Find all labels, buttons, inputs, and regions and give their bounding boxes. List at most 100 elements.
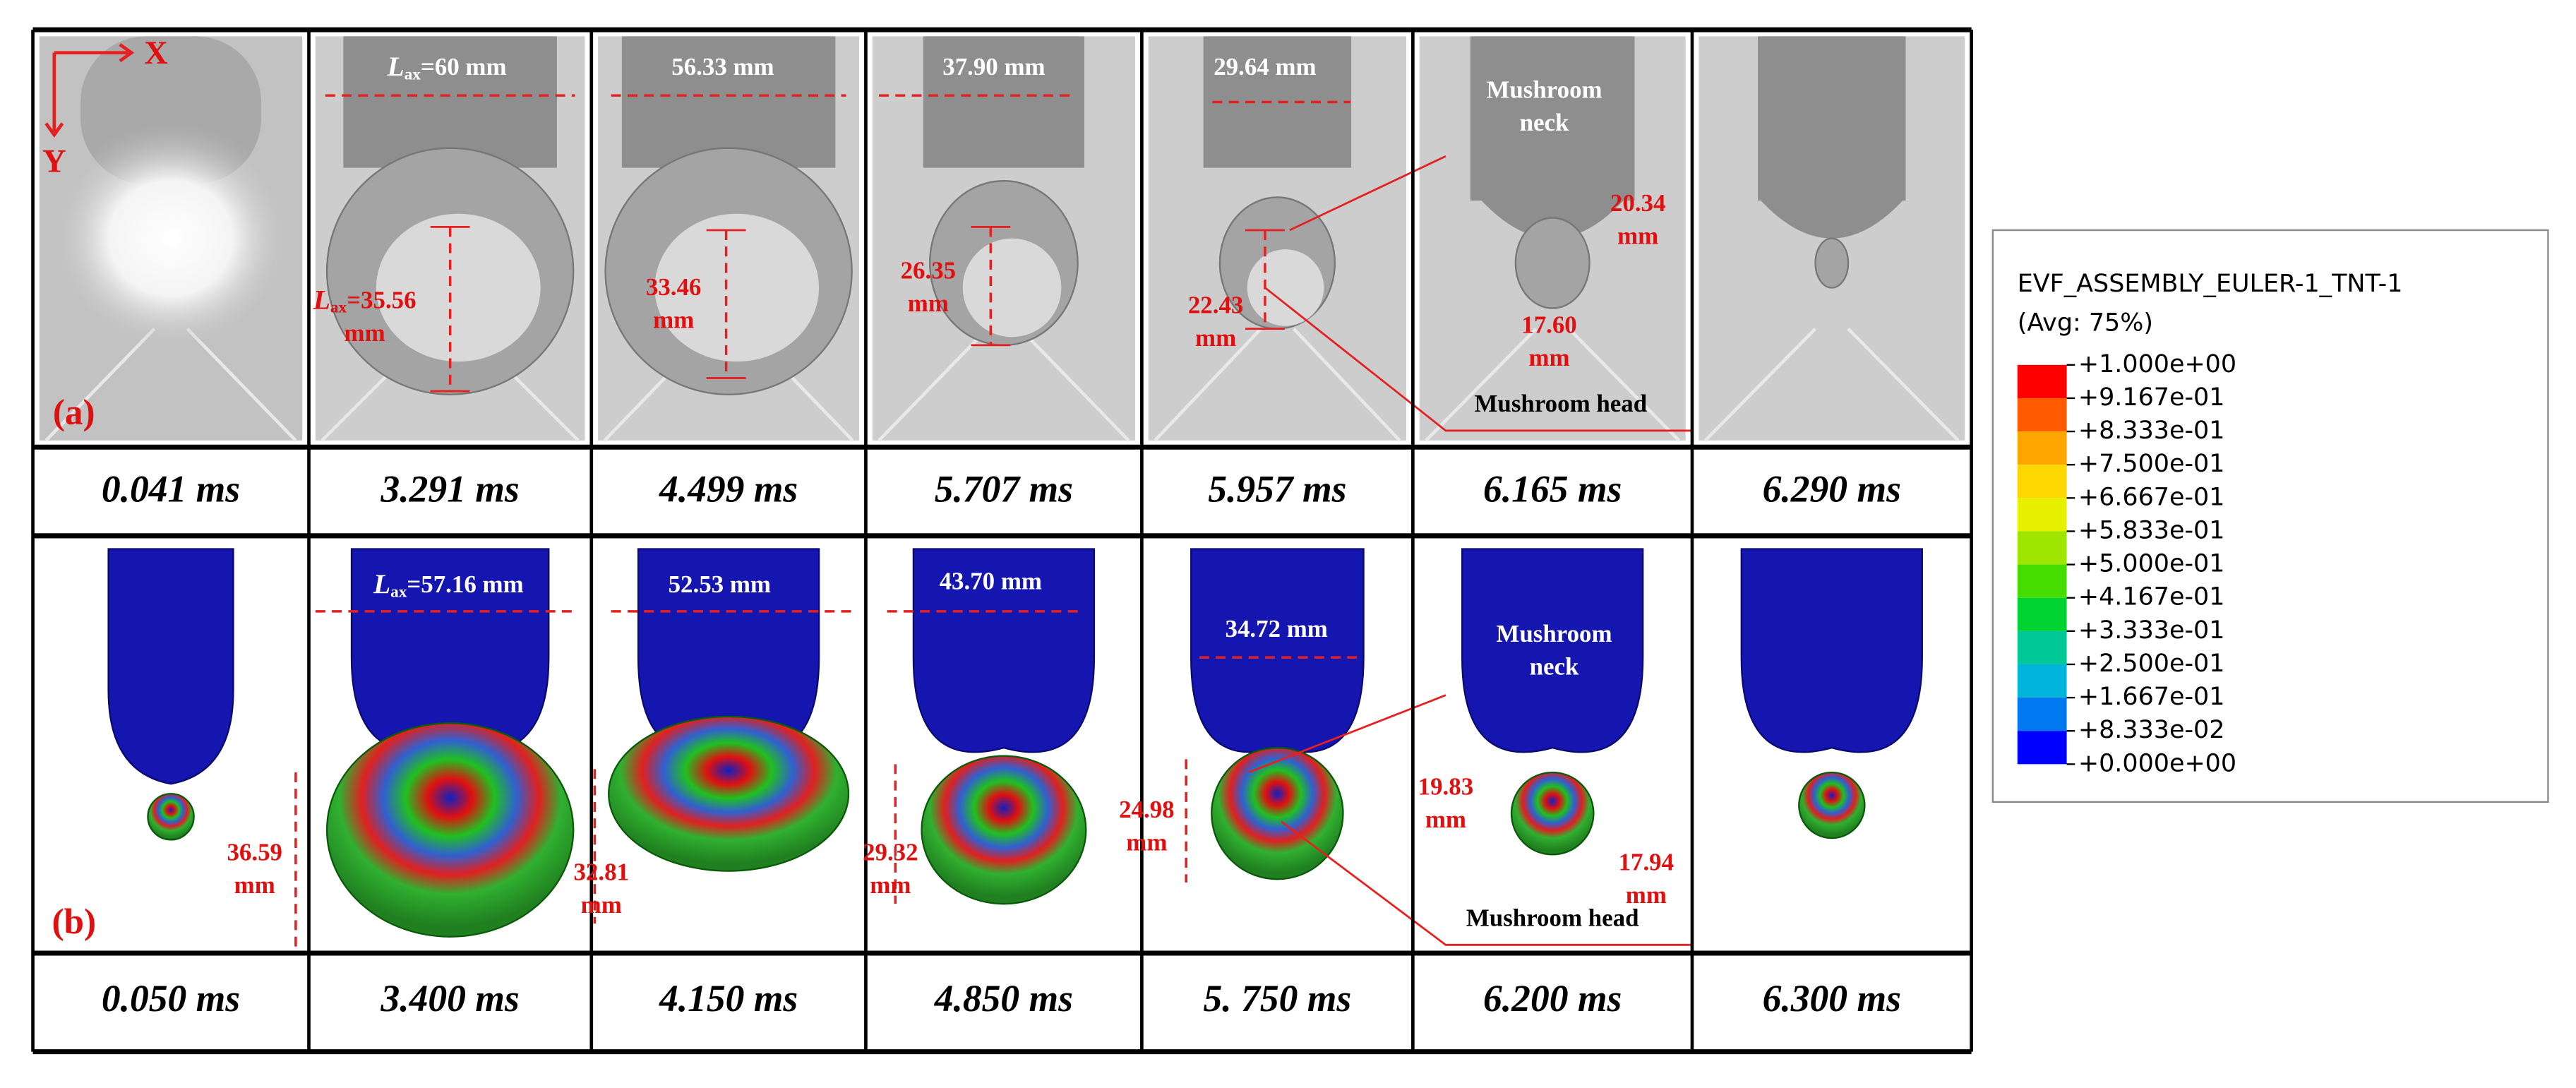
charge-holder [1758,36,1906,201]
label: 17.94 [1619,848,1675,875]
sim-mushroom [921,755,1087,905]
sim-mushroom [608,715,850,872]
measure-label: Lax=57.16 mm [373,568,524,602]
value: =60 mm [421,53,507,80]
legend-label: +1.000e+00 [2078,350,2236,378]
legend-label: +7.500e-01 [2078,450,2225,478]
label: 17.60 [1521,311,1577,338]
legend-label: +8.333e-02 [2078,716,2225,744]
label: mm [581,891,622,919]
sim-holder [1190,548,1365,753]
charge-holder [621,36,836,168]
legend-swatch [2017,465,2067,498]
stand-lines [1425,328,1681,442]
label: mm [234,871,275,899]
label: mm [870,871,911,899]
legend-swatch [2017,564,2067,598]
bubble [1514,217,1590,309]
measure-label: Lax=35.56 [313,284,417,317]
measure-label: Lax=60 mm [386,51,506,84]
label: mm [345,319,385,347]
sim-holder [107,548,234,785]
label: mm [908,289,949,317]
table-grid [31,27,1973,1055]
label: 29.64 mm [1214,53,1316,80]
subscript: ax [330,299,347,317]
label: 34.72 mm [1226,615,1328,642]
label: mm [1126,828,1167,856]
axis-y: Y [42,144,66,180]
charge-holder [923,36,1084,168]
label: 29.32 [863,838,918,866]
sim-mushroom [147,793,195,841]
sim-holder [1740,548,1923,753]
label: 22.43 [1188,291,1244,318]
value: =35.56 [347,286,416,313]
legend-label: +5.833e-01 [2078,516,2225,544]
symbol: L [386,51,404,82]
stand-lines [1154,328,1401,442]
time-label: 6.300 ms [1763,977,1901,1020]
leader-line [1264,287,1692,432]
legend-swatch [2017,630,2067,664]
legend-label: +1.667e-01 [2078,683,2225,711]
sim-mushroom [1510,771,1595,856]
stand-lines [877,328,1130,442]
axis-x: X [144,35,168,71]
charge-holder [1203,36,1352,168]
label: neck [1530,652,1579,680]
leader-line [1281,820,1692,946]
legend-swatch [2017,397,2067,432]
legend-swatch [2017,664,2067,698]
label: neck [1520,109,1569,136]
bubble-glow [962,238,1062,337]
bubble-glow [654,213,820,362]
label: 33.46 [646,273,702,301]
legend-label: +0.000e+00 [2078,749,2236,777]
label: mm [1195,324,1236,352]
value: =57.16 mm [407,570,523,598]
legend-swatch [2017,731,2067,765]
image-cells [39,36,1965,950]
label: mm [1617,222,1658,250]
axis-arrows [44,43,135,138]
time-label: 6.200 ms [1483,977,1622,1020]
sim-mushroom [325,722,575,938]
panel-label: (b) [52,902,96,942]
label: Mushroom head [1466,904,1639,931]
time-label: 3.291 ms [381,468,520,510]
symbol: L [313,284,330,315]
legend-label: +9.167e-01 [2078,383,2225,412]
flash [47,123,294,354]
label: mm [1425,806,1466,833]
labels: Lax=60 mm 56.33 mm 37.90 mm 29.64 mmLax=35.… [42,35,1901,1020]
legend: EVF_ASSEMBLY_EULER-1_TNT-1 (Avg: 75%) +1.0… [2017,270,2402,777]
bubble [1814,237,1850,289]
time-label: 6.165 ms [1483,468,1622,510]
time-label: 0.050 ms [102,977,240,1020]
subscript: ax [390,583,407,602]
time-label: 4.499 ms [659,468,798,510]
label: mm [1528,344,1569,371]
label: Mushroom head [1475,390,1648,417]
label: 19.83 [1418,772,1474,800]
legend-label: +3.333e-01 [2078,616,2225,645]
label: 37.90 mm [942,53,1045,80]
time-label: 5. 750 ms [1204,977,1352,1020]
label: 36.59 [227,838,282,866]
legend-label: +2.500e-01 [2078,650,2225,678]
panel-label: (a) [53,393,95,433]
sim-mushroom [1798,771,1866,839]
label: 52.53 mm [669,570,771,598]
legend-label: +8.333e-01 [2078,417,2225,445]
label: 24.98 [1119,796,1175,823]
leader-line [1289,155,1446,232]
charge-holder [1470,36,1635,201]
time-label: 4.850 ms [934,977,1073,1020]
sim-holder [1461,548,1644,753]
legend-swatch [2017,597,2067,631]
legend-label: +6.667e-01 [2078,483,2225,511]
sim-holder [912,548,1096,753]
legend-swatch [2017,431,2067,465]
